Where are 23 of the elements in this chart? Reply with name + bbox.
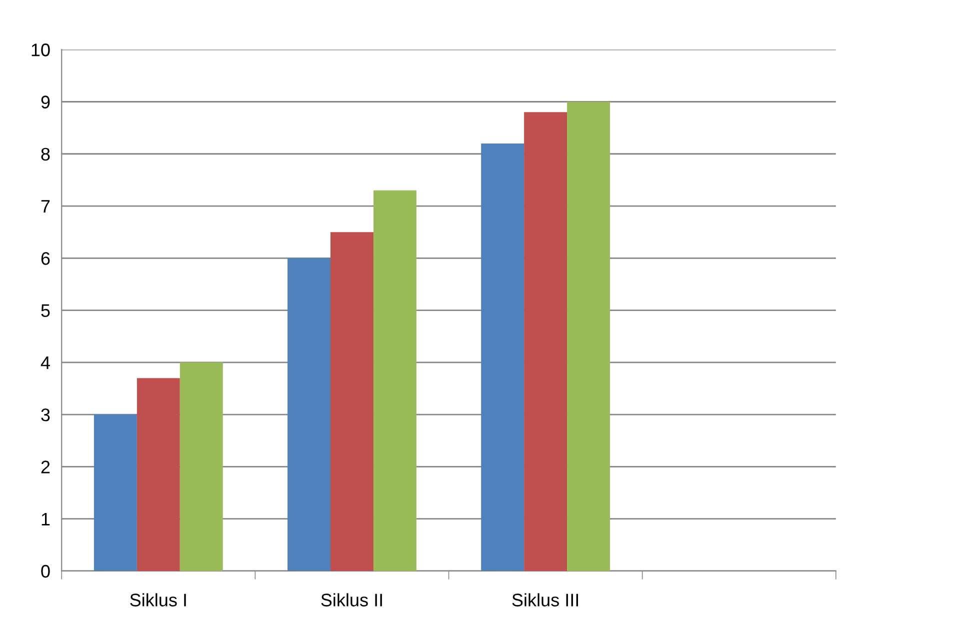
bar xyxy=(373,190,416,571)
bar xyxy=(288,258,330,571)
x-tick-label: Siklus II xyxy=(321,593,382,606)
bar xyxy=(180,362,223,571)
y-tick-label: 3 xyxy=(41,408,50,422)
bar xyxy=(524,112,568,571)
bar xyxy=(136,378,180,571)
x-tick-label: Siklus I xyxy=(130,593,186,606)
y-tick-label: 5 xyxy=(41,304,50,318)
y-tick-label: 10 xyxy=(32,44,50,56)
y-tick-label: 1 xyxy=(42,512,50,526)
y-tick-label: 9 xyxy=(41,96,50,108)
y-tick-label: 6 xyxy=(41,252,50,265)
bar xyxy=(94,414,137,571)
bar xyxy=(567,102,610,571)
y-tick-label: 4 xyxy=(40,356,50,369)
y-tick-label: 8 xyxy=(41,148,50,161)
x-tick-label: Siklus III xyxy=(512,593,578,606)
bar xyxy=(481,143,524,571)
y-tick-label: 7 xyxy=(41,200,50,213)
bar xyxy=(330,232,374,571)
y-tick-label: 2 xyxy=(41,460,50,474)
y-tick-label: 0 xyxy=(41,564,50,578)
